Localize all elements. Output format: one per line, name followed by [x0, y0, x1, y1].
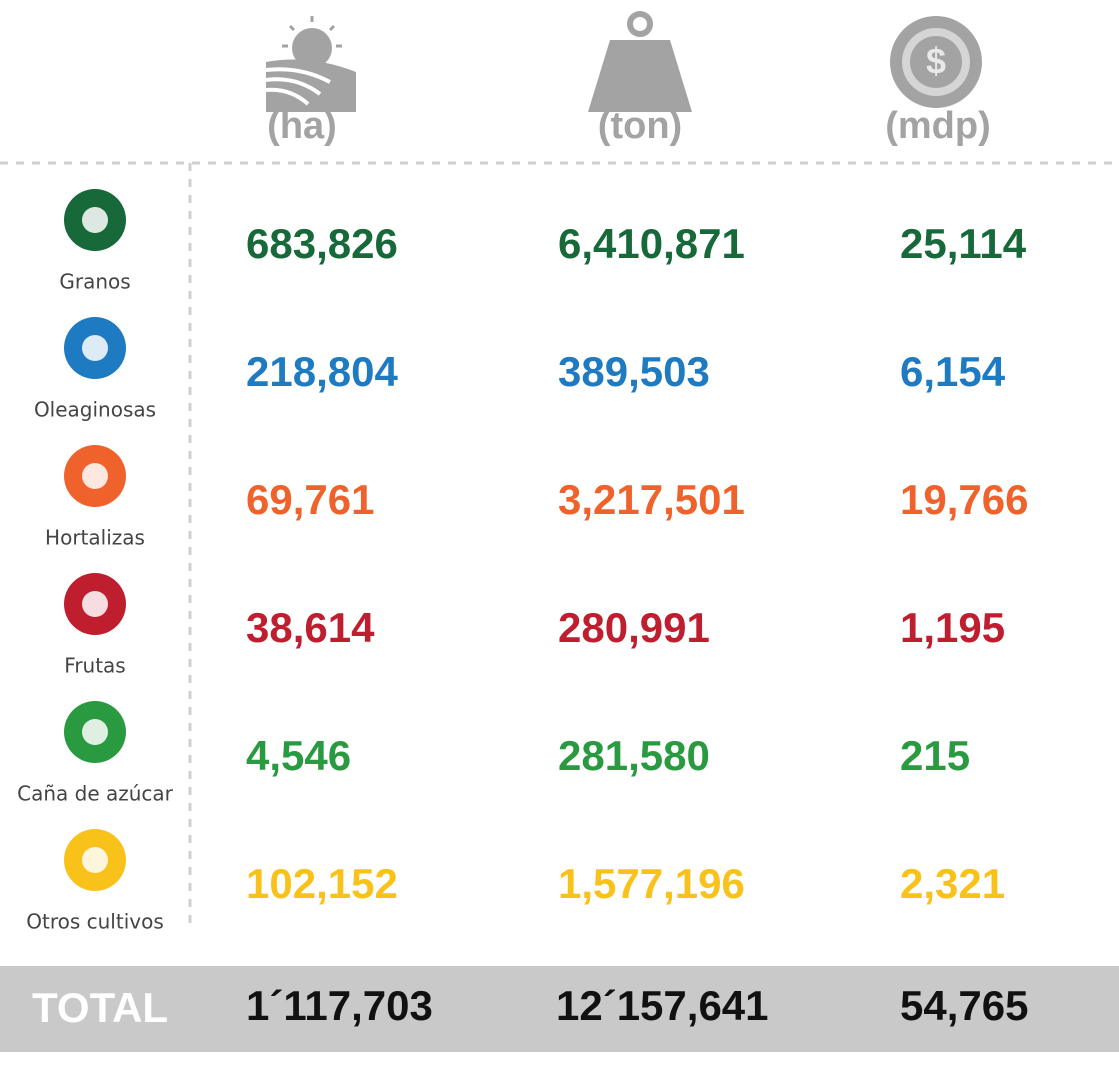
cell-value: 218,804 [246, 348, 398, 395]
cell-value: 19,766 [900, 476, 1028, 523]
cell-value: 4,546 [246, 732, 351, 779]
column-header: (mdp) [885, 105, 991, 147]
row-label: Hortalizas [45, 526, 145, 550]
row-icon [64, 573, 126, 635]
weight-icon [588, 11, 692, 112]
icon-glyph [82, 463, 108, 489]
icon-glyph [82, 591, 108, 617]
cell-value: 280,991 [558, 604, 710, 651]
cell-value: 1,195 [900, 604, 1005, 651]
cell-value: 102,152 [246, 860, 398, 907]
icon-glyph [82, 719, 108, 745]
icon-glyph [82, 335, 108, 361]
cell-value: 281,580 [558, 732, 710, 779]
total-value: 1´117,703 [246, 982, 433, 1029]
cell-value: 69,761 [246, 476, 374, 523]
cell-value: 6,410,871 [558, 220, 745, 267]
row-icon [64, 701, 126, 763]
row-icon [64, 829, 126, 891]
cell-value: 389,503 [558, 348, 710, 395]
total-value: 12´157,641 [556, 982, 769, 1029]
cell-value: 25,114 [900, 220, 1027, 267]
icon-glyph [82, 207, 108, 233]
icon-glyph [82, 847, 108, 873]
cell-value: 38,614 [246, 604, 375, 651]
coin-icon: $ [890, 16, 982, 108]
svg-text:$: $ [926, 41, 946, 82]
total-value: 54,765 [900, 982, 1028, 1029]
row-label: Otros cultivos [26, 910, 164, 934]
cell-value: 215 [900, 732, 970, 779]
cell-value: 1,577,196 [558, 860, 745, 907]
column-header: (ton) [598, 105, 682, 147]
row-icon [64, 189, 126, 251]
cell-value: 2,321 [900, 860, 1005, 907]
row-label: Caña de azúcar [17, 782, 174, 806]
row-label: Frutas [64, 654, 125, 678]
row-label: Oleaginosas [34, 398, 156, 422]
cell-value: 6,154 [900, 348, 1006, 395]
total-band [0, 966, 1119, 1052]
cell-value: 3,217,501 [558, 476, 745, 523]
cell-value: 683,826 [246, 220, 398, 267]
row-label: Granos [59, 270, 130, 294]
column-header: (ha) [267, 105, 337, 147]
row-icon [64, 445, 126, 507]
row-icon [64, 317, 126, 379]
land-icon [265, 16, 356, 112]
total-label: TOTAL [32, 984, 168, 1031]
